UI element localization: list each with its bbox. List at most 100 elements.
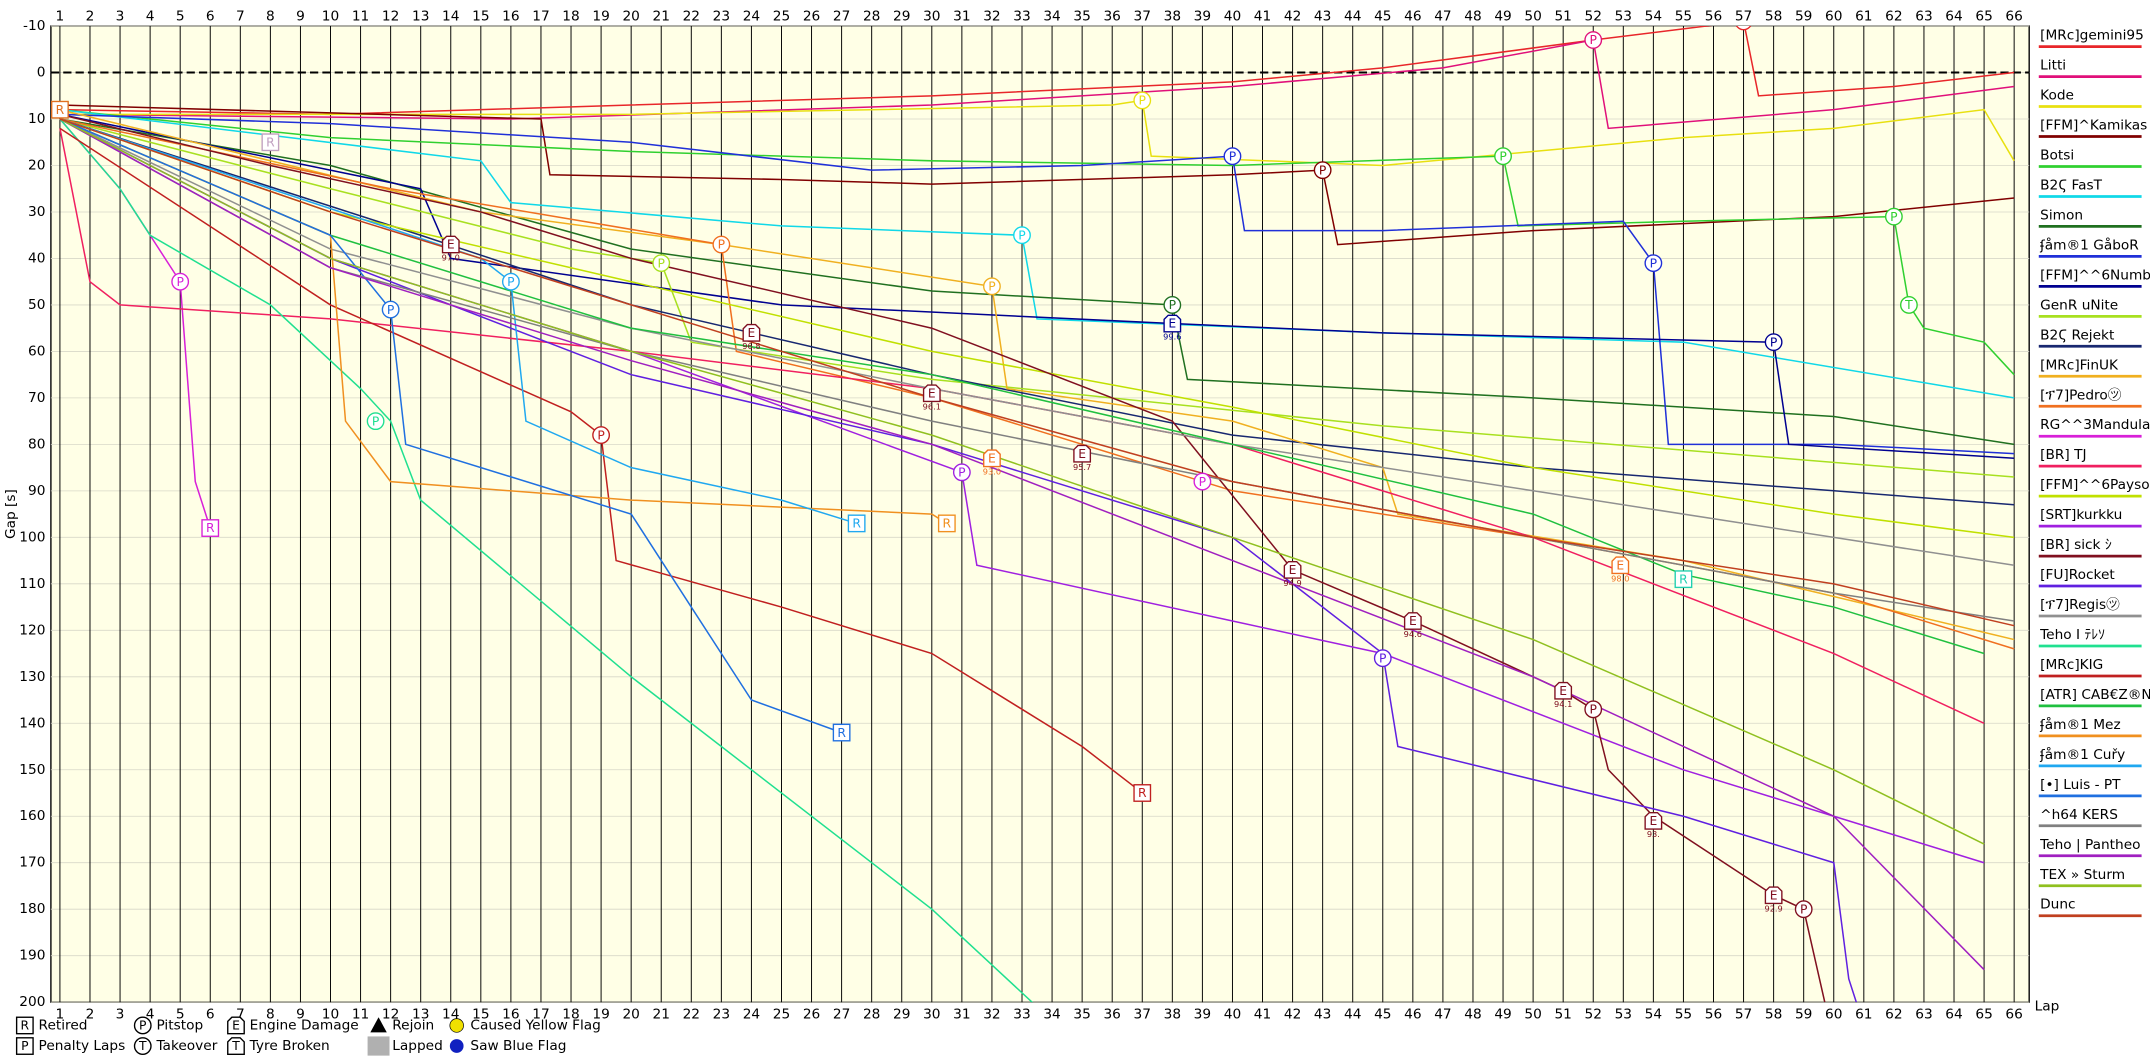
legend-item: P Pitstop — [133, 1016, 203, 1035]
legend-label: [BR] TJ — [2040, 447, 2086, 463]
icon-symbol: E — [1616, 558, 1624, 572]
x-tick-label: 39 — [1194, 1007, 1211, 1023]
x-tick-label: 32 — [983, 8, 1000, 24]
icon-symbol: P — [176, 275, 184, 289]
event-label: 92.9 — [1764, 903, 1782, 913]
series-line — [59, 118, 2015, 566]
x-tick-label: 6 — [206, 8, 215, 24]
icon-symbol: P — [139, 1019, 147, 1033]
x-tick-label: 56 — [1705, 1007, 1722, 1023]
y-tick-label: 0 — [37, 65, 46, 81]
x-tick-label: 25 — [773, 1007, 790, 1023]
x-tick-label: 10 — [322, 8, 339, 24]
event-marker: R — [937, 514, 956, 533]
y-tick-label: 140 — [19, 715, 45, 731]
legend-label: [MRc]FinUK — [2040, 357, 2119, 373]
event-marker: P — [1133, 91, 1152, 110]
x-tick-label: 12 — [382, 8, 399, 24]
icon-circle — [1644, 254, 1663, 273]
legend-label: Teho | Pantheo — [2039, 837, 2140, 853]
event-marker: P — [381, 300, 400, 319]
x-tick-label: 63 — [1915, 1007, 1932, 1023]
x-tick-label: 35 — [1073, 8, 1090, 24]
x-tick-label: 57 — [1735, 1007, 1752, 1023]
icon-circle — [1163, 296, 1182, 314]
x-tick-label: 9 — [296, 1007, 305, 1023]
x-axis-label: Lap — [2035, 998, 2060, 1014]
icon-symbol: P — [1319, 163, 1327, 177]
y-tick-label: 200 — [19, 994, 45, 1010]
x-tick-label: 16 — [502, 8, 519, 24]
event-label: 94.9 — [1283, 578, 1301, 588]
icon-symbol: R — [837, 726, 846, 740]
y-tick-label: 130 — [19, 669, 45, 685]
event-label: 95.7 — [1073, 462, 1091, 472]
x-tick-label: 53 — [1615, 1007, 1632, 1023]
event-marker: E99.6 — [1163, 314, 1182, 342]
event-marker: E95.7 — [1073, 444, 1091, 472]
icon-circle — [171, 272, 190, 291]
x-tick-label: 42 — [1284, 8, 1301, 24]
event-label: 97.0 — [442, 253, 460, 263]
icon-symbol: E — [1770, 888, 1778, 902]
icon-dot — [449, 1018, 464, 1033]
event-marker: E94.9 — [1283, 560, 1302, 588]
event-marker: P — [1584, 700, 1603, 719]
legend-label: [FFM]^Kamikas — [2040, 118, 2147, 134]
icon-circle — [952, 463, 971, 482]
legend-label: ʄåm®1 Mez — [2039, 716, 2120, 733]
legend-item: R Retired — [15, 1016, 87, 1035]
x-tick-label: 27 — [833, 1007, 850, 1023]
event-marker: P — [1794, 900, 1813, 919]
x-tick-label: 26 — [803, 8, 820, 24]
x-tick-label: 58 — [1765, 8, 1782, 24]
y-tick-label: 40 — [28, 250, 45, 266]
x-tick-label: 61 — [1855, 1007, 1872, 1023]
legend-label: ʄåm®1 Cuřy — [2039, 746, 2125, 763]
event-marker: P — [366, 412, 385, 431]
icon-symbol: R — [206, 521, 215, 535]
icon-circle — [133, 1037, 152, 1055]
y-tick-label: 100 — [19, 529, 45, 545]
legend-label: Dunc — [2040, 897, 2075, 913]
x-tick-label: 48 — [1464, 8, 1481, 24]
event-marker: R — [832, 723, 851, 742]
icon-symbol: P — [1379, 651, 1387, 665]
icon-engine — [1163, 314, 1182, 333]
x-tick-label: 26 — [803, 1007, 820, 1023]
legend-label: [ATR] CAB€Z®N — [2040, 687, 2150, 703]
icon-symbol: R — [852, 517, 861, 531]
icon-engine — [227, 1016, 245, 1035]
x-tick-label: 4 — [146, 8, 155, 24]
icon-circle — [1735, 26, 1752, 31]
event-marker: R — [261, 133, 280, 152]
icon-box — [832, 723, 851, 742]
x-tick-label: 49 — [1494, 1007, 1511, 1023]
x-tick-label: 40 — [1224, 8, 1241, 24]
event-marker: P — [501, 272, 520, 291]
legend-label: Litti — [2040, 58, 2066, 74]
x-tick-label: 30 — [923, 1007, 940, 1023]
x-tick-label: 57 — [1735, 8, 1752, 24]
event-marker: E96.8 — [742, 323, 761, 351]
x-tick-label: 33 — [1013, 1007, 1030, 1023]
event-marker: R — [1133, 784, 1152, 802]
icon-circle — [712, 235, 731, 254]
legend-item-label: Lapped — [392, 1038, 442, 1054]
icon-symbol: R — [56, 103, 65, 117]
event-marker: R — [847, 514, 866, 533]
icon-symbol: P — [1650, 256, 1658, 270]
legend-label: GenR uNite — [2040, 297, 2118, 313]
event-marker: R — [201, 519, 220, 537]
x-tick-label: 24 — [743, 8, 760, 24]
y-tick-label: 110 — [19, 576, 45, 592]
x-tick-label: 38 — [1164, 8, 1181, 24]
icon-symbol: T — [231, 1039, 240, 1053]
icon-symbol: P — [1770, 335, 1778, 349]
icon-engine — [922, 384, 941, 403]
icon-symbol: P — [1499, 149, 1507, 163]
legend-label: Kode — [2040, 88, 2074, 104]
icon-symbol: P — [1018, 228, 1026, 242]
x-tick-label: 27 — [833, 8, 850, 24]
